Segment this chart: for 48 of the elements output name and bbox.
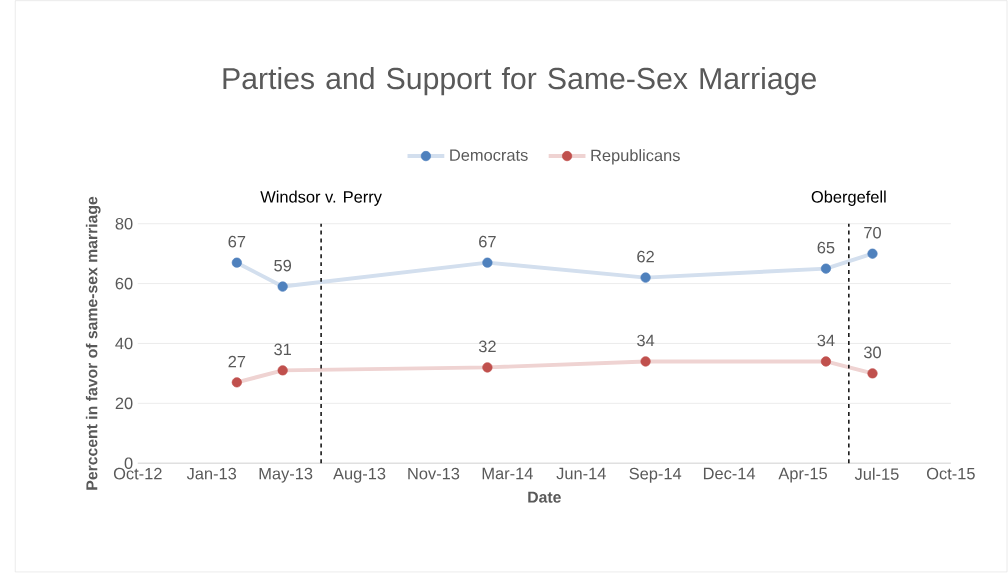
point — [277, 365, 288, 376]
point — [482, 362, 493, 373]
x-tick-label: Jan-13 — [186, 468, 237, 480]
point — [820, 356, 831, 367]
y-tick-label: 40 — [115, 337, 133, 350]
x-tick-label: Oct-12 — [113, 468, 162, 480]
data-label: 70 — [864, 227, 881, 239]
data-label: 30 — [863, 346, 881, 359]
x-tick-label: Jun-14 — [556, 468, 606, 480]
x-tick-label: Aug-13 — [333, 468, 386, 483]
point — [231, 257, 242, 268]
data-label: 67 — [479, 236, 496, 248]
data-label: 31 — [274, 343, 291, 356]
point — [867, 368, 878, 379]
x-tick-label: Dec-14 — [703, 468, 756, 480]
legend-label: Democrats — [450, 149, 528, 162]
y-tick-label: 60 — [115, 277, 133, 290]
legend-label: Republicans — [591, 149, 680, 165]
point — [640, 272, 651, 283]
chart-title: Parties and Support for Same-Sex Marriage — [223, 67, 816, 96]
x-tick-label: Jul-15 — [854, 468, 899, 481]
ref-line-label: Windsor v. Perry — [260, 190, 382, 207]
x-tick-label: Apr-15 — [778, 468, 827, 483]
y-axis-title: Perccent in favor of same-sex marriage — [85, 197, 101, 490]
data-label: 65 — [817, 242, 835, 254]
data-label: 32 — [478, 340, 496, 353]
ref-line-label: Obergefell — [811, 190, 886, 207]
data-label: 59 — [274, 260, 292, 272]
y-tick-label: 80 — [115, 218, 133, 230]
data-label: 67 — [228, 236, 246, 248]
y-tick-label: 0 — [124, 457, 133, 470]
data-label: 34 — [817, 334, 835, 347]
point — [867, 248, 878, 259]
data-label: 34 — [637, 334, 655, 347]
point — [820, 263, 831, 274]
point — [231, 377, 242, 388]
y-tick-label: 20 — [115, 397, 133, 410]
x-axis-title: Date — [528, 491, 561, 503]
point — [482, 257, 493, 268]
x-tick-label: Sep-14 — [629, 468, 682, 483]
data-label: 62 — [637, 251, 654, 263]
x-tick-label: Nov-13 — [408, 468, 460, 480]
point — [277, 281, 288, 292]
x-tick-label: Mar-14 — [482, 468, 533, 480]
point — [640, 356, 651, 367]
data-label: 27 — [228, 355, 246, 368]
x-tick-label: Oct-15 — [926, 468, 975, 480]
x-tick-label: May-13 — [259, 468, 313, 483]
